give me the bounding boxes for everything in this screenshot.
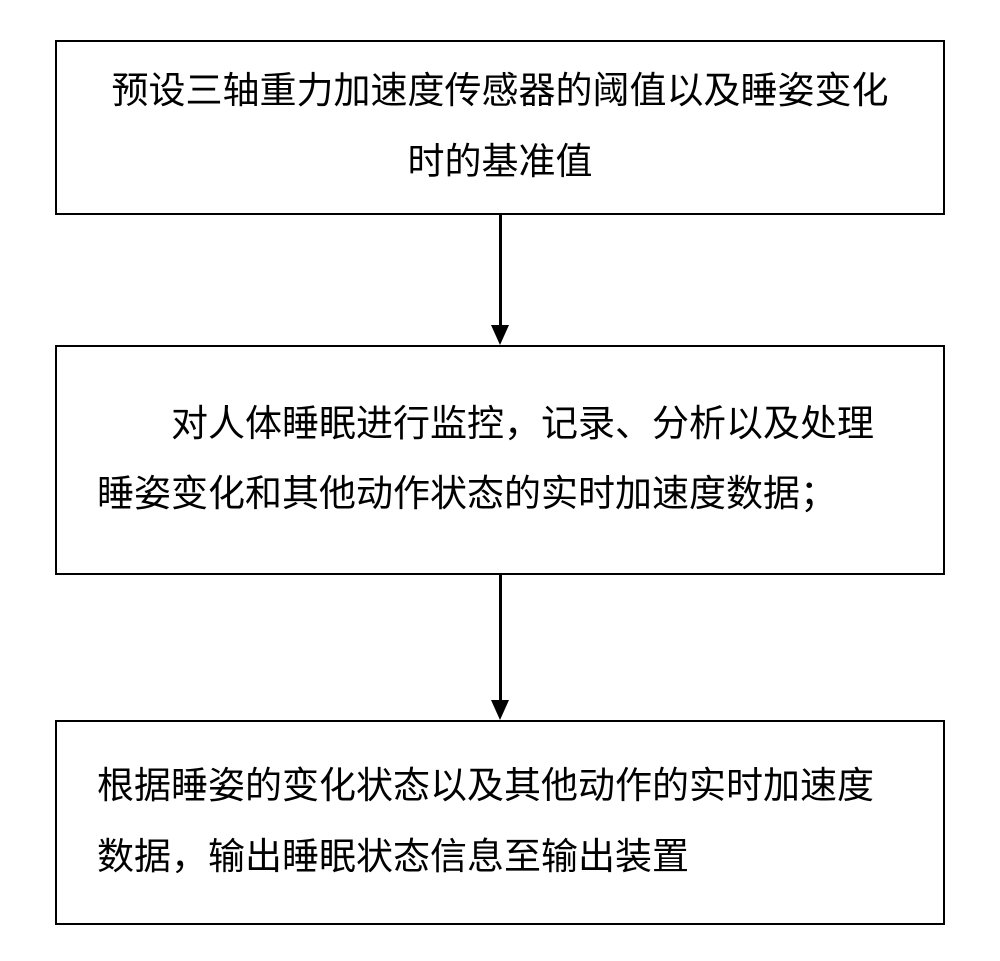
flow-node-step3-text: 根据睡姿的变化状态以及其他动作的实时加速度数据，输出睡眠状态信息至输出装置 (97, 766, 874, 877)
flowchart-container: 预设三轴重力加速度传感器的阈值以及睡姿变化时的基准值 对人体睡眠进行监控，记录、… (0, 0, 1000, 961)
flow-node-step3: 根据睡姿的变化状态以及其他动作的实时加速度数据，输出睡眠状态信息至输出装置 (55, 720, 945, 925)
flow-node-step2-text: 对人体睡眠进行监控，记录、分析以及处理睡姿变化和其他动作状态的实时加速度数据； (97, 404, 874, 515)
flow-node-step1: 预设三轴重力加速度传感器的阈值以及睡姿变化时的基准值 (55, 40, 945, 215)
flow-node-step2: 对人体睡眠进行监控，记录、分析以及处理睡姿变化和其他动作状态的实时加速度数据； (55, 345, 945, 575)
flow-arrow-2-line (499, 575, 502, 700)
flow-node-step1-text: 预设三轴重力加速度传感器的阈值以及睡姿变化时的基准值 (112, 71, 889, 182)
flow-arrow-1-head (491, 325, 509, 345)
flow-arrow-2-head (491, 700, 509, 720)
flow-arrow-1-line (499, 215, 502, 325)
